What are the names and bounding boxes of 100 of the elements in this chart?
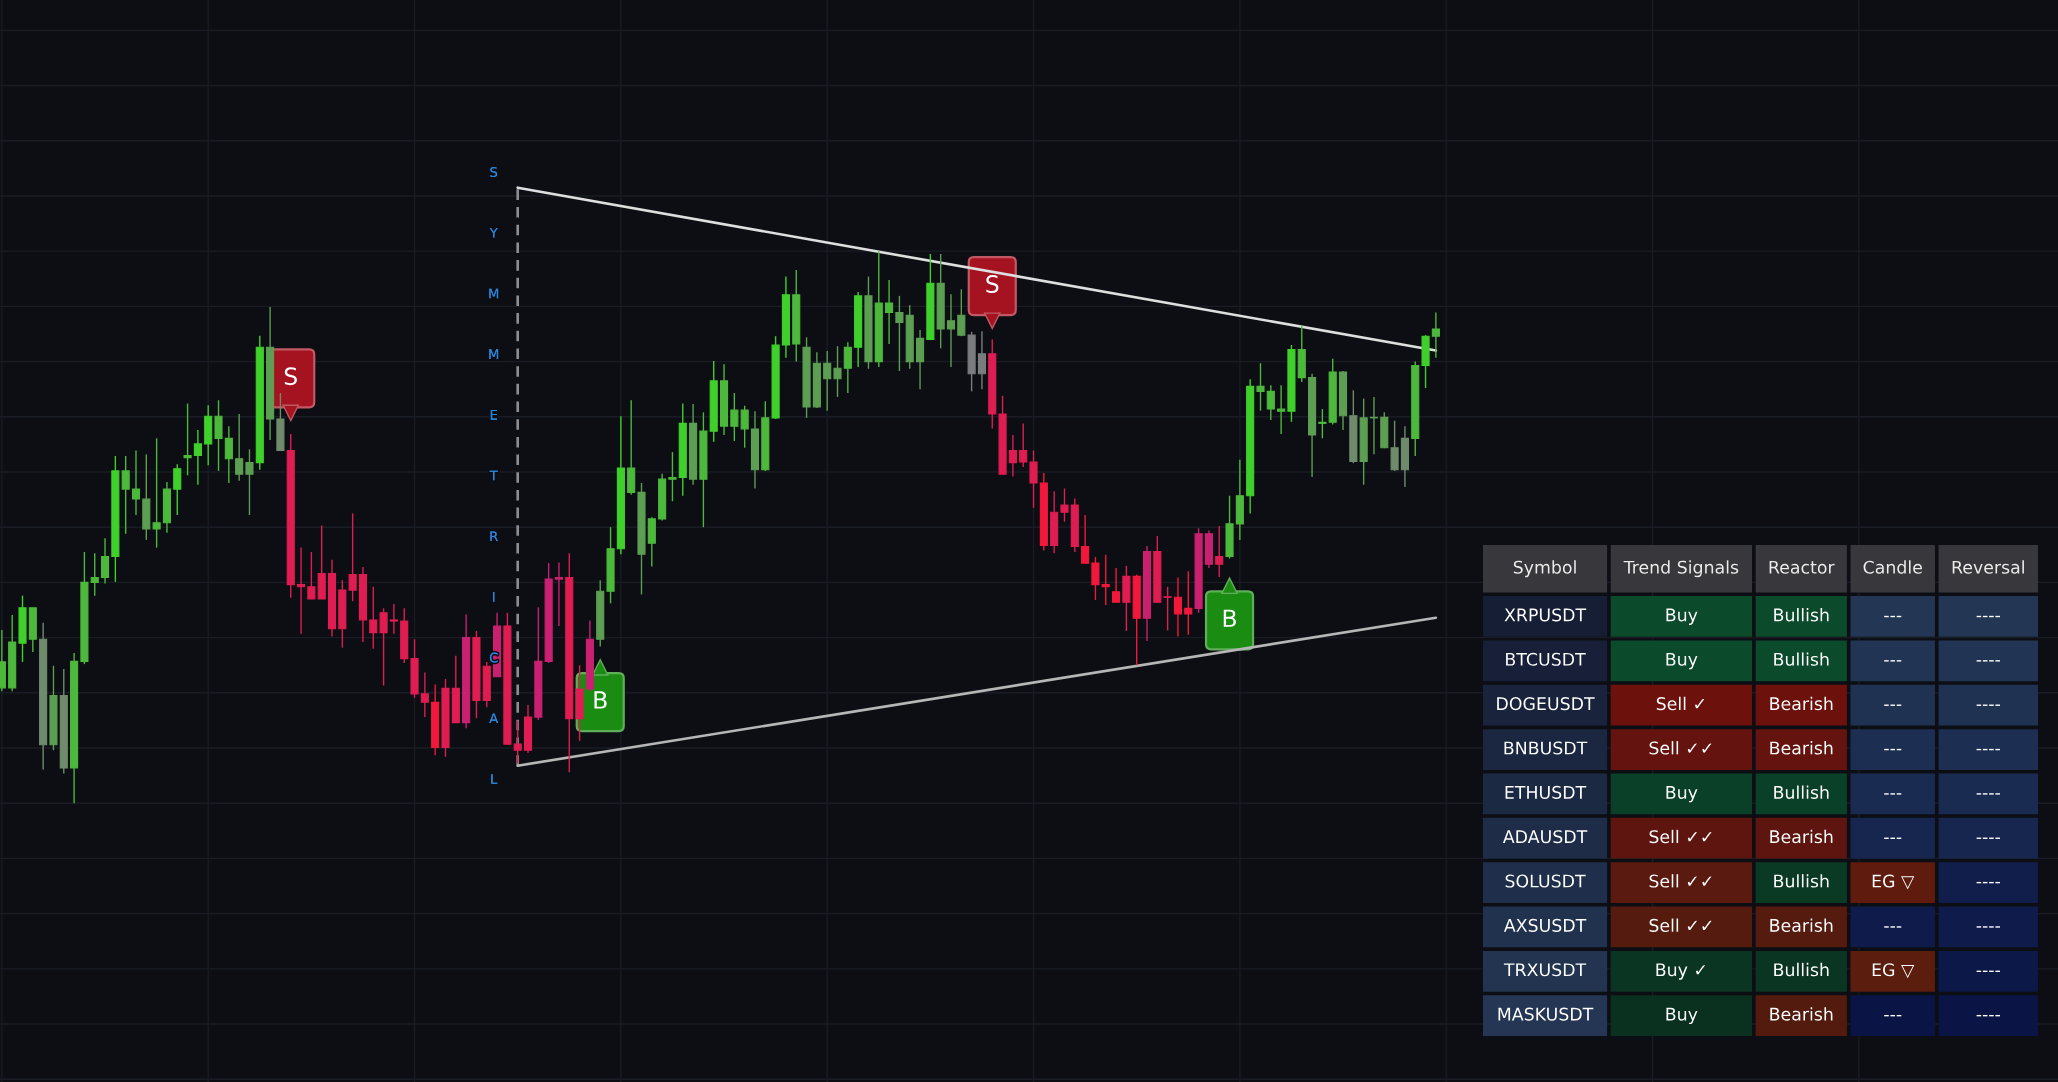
text: Bullish	[1774, 785, 1829, 799]
candlestick	[946, 293, 956, 368]
text: ---	[1884, 615, 1902, 618]
candlestick	[1173, 576, 1183, 638]
text: ---	[1884, 837, 1902, 839]
text: ----	[1976, 881, 2000, 884]
text: Bullish	[1774, 652, 1829, 666]
text: ----	[1976, 1014, 2000, 1017]
candlestick	[730, 392, 739, 442]
candlestick	[152, 437, 161, 549]
text: Sell ✓✓	[1649, 874, 1712, 888]
candlestick	[1266, 384, 1275, 421]
candlestick	[833, 345, 842, 398]
text: ----	[1976, 970, 2000, 972]
candlestick	[348, 512, 357, 602]
text: Buy ✓	[1656, 963, 1706, 980]
candlestick	[1029, 449, 1038, 509]
text: Buy	[1666, 608, 1698, 625]
text: ---	[1884, 660, 1902, 662]
text: Sell ✓✓	[1649, 741, 1712, 755]
candlestick	[183, 402, 192, 477]
candlestick	[1184, 570, 1193, 636]
candlestick	[1091, 556, 1100, 601]
candlestick	[100, 537, 110, 585]
text: DOGEUSDT	[1497, 697, 1595, 711]
candlestick	[843, 341, 852, 394]
candlestick	[1060, 487, 1069, 523]
text: ----	[1976, 926, 2000, 928]
candlestick	[895, 295, 904, 372]
series-label: B	[594, 691, 607, 709]
candlestick	[740, 405, 749, 449]
candlestick	[1163, 586, 1172, 632]
text: Sell ✓✓	[1649, 918, 1712, 932]
text: ----	[1976, 748, 2000, 751]
candlestick	[1369, 396, 1379, 456]
category-label: Candle	[1863, 560, 1922, 574]
text: ----	[1976, 660, 2000, 662]
candlestick	[513, 719, 522, 765]
text: Buy	[1666, 652, 1698, 670]
text: Bearish	[1770, 918, 1833, 932]
category-label: Trend Signals	[1623, 560, 1739, 578]
candlestick	[235, 413, 244, 482]
candlestick	[296, 546, 306, 635]
candlestick	[1431, 311, 1440, 359]
category-label: Reactor	[1769, 560, 1835, 574]
candlestick	[389, 603, 398, 635]
candlestick	[957, 288, 966, 337]
text: ---	[1884, 1014, 1902, 1017]
candlestick	[977, 330, 987, 390]
text: EG ▽	[1872, 874, 1915, 890]
text: B	[1223, 609, 1236, 627]
candlestick	[193, 429, 202, 486]
text: Sell ✓	[1656, 696, 1705, 711]
text: Bullish	[1774, 962, 1829, 977]
candlestick	[554, 561, 564, 627]
text: EG ▽	[1872, 963, 1915, 979]
text: S	[986, 275, 999, 293]
text: Sell ✓✓	[1649, 829, 1712, 844]
text: TRXUSDT	[1503, 963, 1587, 977]
series-label: S	[284, 367, 297, 386]
candlestick	[90, 552, 99, 597]
candlestick	[369, 586, 378, 650]
candlestick	[307, 551, 316, 600]
candlestick	[121, 455, 130, 535]
text: ----	[1976, 837, 2000, 839]
text: SOLUSDT	[1505, 874, 1586, 888]
text: ETHUSDT	[1505, 785, 1587, 799]
candlestick	[1111, 567, 1121, 603]
point	[282, 404, 300, 422]
candlestick	[379, 607, 388, 687]
point	[1221, 577, 1238, 595]
text: Bearish	[1770, 741, 1833, 755]
candlestick	[1277, 384, 1286, 435]
candlestick	[1101, 554, 1110, 606]
text: Bearish	[1770, 829, 1833, 844]
candlestick	[1008, 434, 1017, 478]
text: ---	[1884, 926, 1902, 928]
candlestick	[173, 463, 182, 516]
candlestick	[823, 350, 832, 412]
text: Bearish	[1770, 696, 1833, 711]
text: MASKUSDT	[1498, 1007, 1594, 1021]
category-label: Reversal	[1952, 560, 2024, 574]
candlestick	[214, 399, 223, 472]
text: ----	[1976, 615, 2000, 618]
candlestick	[885, 279, 894, 345]
candlestick	[1081, 514, 1090, 564]
text: ----	[1976, 704, 2000, 706]
text: ---	[1884, 793, 1902, 795]
candlestick	[131, 449, 141, 516]
text: XRPUSDT	[1504, 608, 1587, 622]
candlestick	[668, 451, 677, 502]
candlestick	[1318, 408, 1327, 440]
candlestick	[1215, 525, 1224, 578]
candlestick	[1019, 422, 1028, 468]
text: ----	[1976, 793, 2000, 795]
text: AXSUSDT	[1503, 918, 1587, 932]
text: Bullish	[1774, 608, 1829, 622]
candlestick	[1390, 419, 1399, 472]
candlestick	[245, 448, 254, 516]
text: Bearish	[1770, 1007, 1833, 1021]
